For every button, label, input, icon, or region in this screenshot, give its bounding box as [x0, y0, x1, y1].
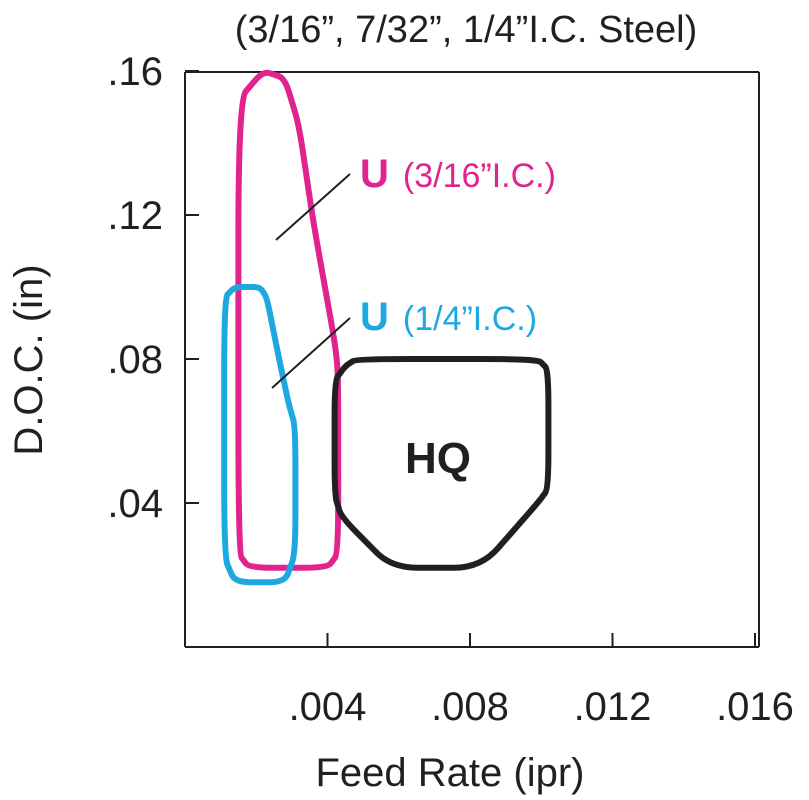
region-hq	[331, 356, 552, 571]
chart-title: (3/16”, 7/32”, 1/4”I.C. Steel)	[235, 9, 698, 51]
plot-area: .004 .008 .012 .016 .16 .12 .08 .04 U (3/16”I.C.)…	[107, 50, 794, 729]
leader-line-u-1-4	[271, 317, 351, 389]
y-tick-label: .04	[107, 482, 163, 526]
x-tick-label: .004	[289, 685, 367, 729]
y-tick-label: .16	[107, 50, 163, 94]
region-u-1-4-ic	[221, 284, 299, 586]
y-axis-label: D.O.C. (in)	[7, 264, 51, 455]
region-u-3-16-ic	[235, 69, 342, 571]
y-tick-label: .12	[107, 194, 163, 238]
x-tick-label: .016	[716, 685, 794, 729]
x-tick-label: .008	[431, 685, 509, 729]
x-axis-label: Feed Rate (ipr)	[316, 751, 585, 795]
y-tick-label: .08	[107, 338, 163, 382]
label-hq: HQ	[405, 434, 471, 483]
leader-line-u-3-16	[275, 173, 351, 241]
label-u-1-4-ic: U (1/4”I.C.)	[360, 295, 537, 339]
x-tick-label: .012	[574, 685, 652, 729]
label-u-3-16-ic: U (3/16”I.C.)	[360, 152, 556, 196]
